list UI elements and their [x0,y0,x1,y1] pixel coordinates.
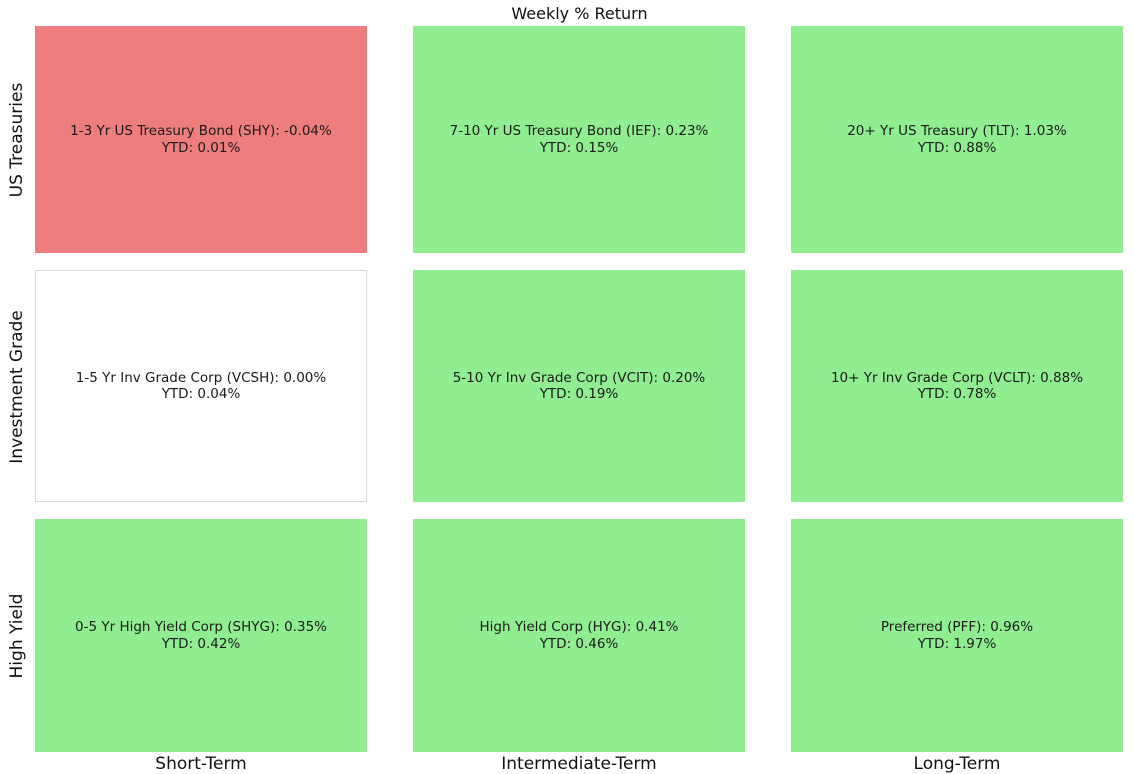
cell-return-text: 0-5 Yr High Yield Corp (SHYG): 0.35% [75,619,327,636]
heatmap-cell-vcsh: 1-5 Yr Inv Grade Corp (VCSH): 0.00% YTD:… [35,270,367,502]
col-label-long-term: Long-Term [913,754,1001,774]
cell-ytd-text: YTD: 0.78% [917,386,997,402]
cell-return-text: High Yield Corp (HYG): 0.41% [479,619,679,636]
row-label-us-treasuries: US Treasuries [7,82,27,198]
heatmap-cell-ief: 7-10 Yr US Treasury Bond (IEF): 0.23% YT… [413,26,745,253]
row-label-investment-grade: Investment Grade [7,310,27,464]
cell-return-text: 10+ Yr Inv Grade Corp (VCLT): 0.88% [830,369,1084,386]
cell-ytd-text: YTD: 0.88% [917,139,997,156]
cell-ytd-text: YTD: 0.04% [161,386,241,402]
heatmap-cell-shy: 1-3 Yr US Treasury Bond (SHY): -0.04% YT… [35,26,367,253]
cell-ytd-text: YTD: 0.15% [539,139,619,156]
chart-title: Weekly % Return [511,4,648,23]
heatmap-cell-vclt: 10+ Yr Inv Grade Corp (VCLT): 0.88% YTD:… [791,270,1123,502]
cell-return-text: 1-5 Yr Inv Grade Corp (VCSH): 0.00% [75,369,327,386]
row-label-high-yield: High Yield [7,593,27,679]
cell-ytd-text: YTD: 1.97% [917,635,997,652]
cell-return-text: 5-10 Yr Inv Grade Corp (VCIT): 0.20% [452,369,706,386]
heatmap-cell-shyg: 0-5 Yr High Yield Corp (SHYG): 0.35% YTD… [35,519,367,752]
col-label-short-term: Short-Term [155,754,247,774]
heatmap-cell-hyg: High Yield Corp (HYG): 0.41% YTD: 0.46% [413,519,745,752]
cell-ytd-text: YTD: 0.19% [539,386,619,402]
col-label-intermediate-term: Intermediate-Term [501,754,657,774]
heatmap-cell-pff: Preferred (PFF): 0.96% YTD: 1.97% [791,519,1123,752]
cell-return-text: Preferred (PFF): 0.96% [880,619,1034,636]
cell-ytd-text: YTD: 0.42% [161,635,241,652]
heatmap-grid: 1-3 Yr US Treasury Bond (SHY): -0.04% YT… [35,26,1123,752]
cell-return-text: 1-3 Yr US Treasury Bond (SHY): -0.04% [70,123,332,140]
cell-return-text: 7-10 Yr US Treasury Bond (IEF): 0.23% [449,123,709,140]
cell-return-text: 20+ Yr US Treasury (TLT): 1.03% [847,123,1067,140]
cell-ytd-text: YTD: 0.46% [539,635,619,652]
cell-ytd-text: YTD: 0.01% [161,139,241,156]
heatmap-cell-vcit: 5-10 Yr Inv Grade Corp (VCIT): 0.20% YTD… [413,270,745,502]
heatmap-cell-tlt: 20+ Yr US Treasury (TLT): 1.03% YTD: 0.8… [791,26,1123,253]
